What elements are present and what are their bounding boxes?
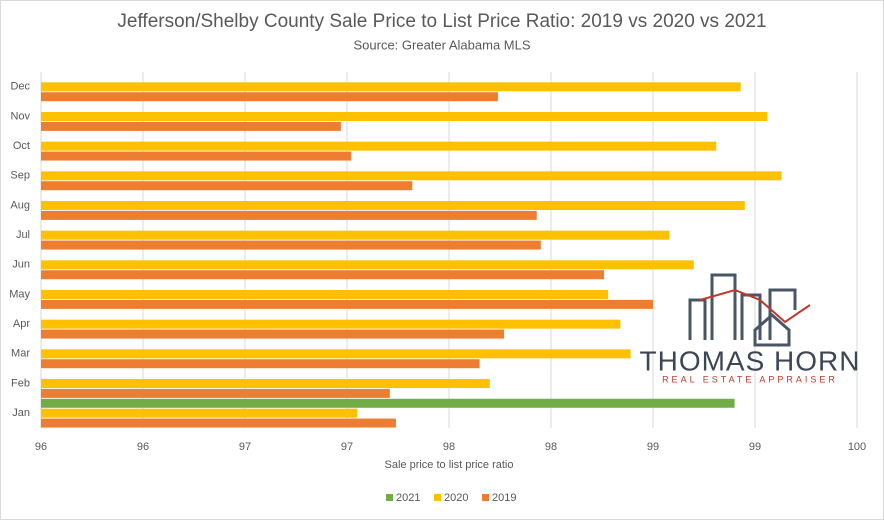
logo-house <box>753 312 791 347</box>
bar <box>41 240 541 250</box>
x-tick-label: 96 <box>35 441 47 453</box>
bar <box>41 260 694 270</box>
y-tick-label: Jan <box>12 407 30 419</box>
bar <box>41 82 741 92</box>
y-tick-label: Mar <box>11 348 30 360</box>
x-tick-label: 97 <box>239 441 251 453</box>
bar <box>41 270 605 280</box>
bar <box>41 329 505 339</box>
bar <box>41 379 490 388</box>
bar <box>41 408 358 418</box>
bar <box>41 418 396 428</box>
chart-subtitle: Source: Greater Alabama MLS <box>353 37 530 52</box>
bar <box>41 398 735 408</box>
x-tick-label: 96 <box>137 441 149 453</box>
x-tick-label: 98 <box>545 441 557 453</box>
legend-swatch <box>386 494 393 501</box>
x-tick-label: 99 <box>647 441 659 453</box>
y-tick-label: Oct <box>13 140 30 152</box>
logo-tagline: REAL ESTATE APPRAISER <box>662 374 838 384</box>
logo <box>688 273 811 347</box>
bar <box>41 210 537 220</box>
logo-arrow <box>699 288 811 324</box>
legend-swatch <box>434 494 441 501</box>
y-tick-label: Feb <box>11 377 30 389</box>
bar <box>41 349 631 359</box>
y-tick-label: Sep <box>10 170 30 182</box>
bar <box>41 319 621 329</box>
y-tick-label: May <box>9 288 30 300</box>
bar <box>41 151 352 161</box>
bar <box>41 141 717 151</box>
bar <box>41 181 413 191</box>
y-tick-label: Aug <box>10 199 30 211</box>
legend-label: 2019 <box>492 492 516 504</box>
bar <box>41 299 653 309</box>
legend-label: 2021 <box>396 492 420 504</box>
bar <box>41 201 745 210</box>
x-axis-title: Sale price to list price ratio <box>385 459 514 471</box>
x-tick-label: 99 <box>749 441 761 453</box>
bar <box>41 92 498 102</box>
logo-buildings <box>688 273 797 340</box>
x-tick-label: 97 <box>341 441 353 453</box>
y-tick-label: Nov <box>10 110 30 122</box>
y-tick-label: Jul <box>16 229 30 241</box>
legend-label: 2020 <box>444 492 468 504</box>
bar <box>41 290 609 299</box>
bar <box>41 121 341 131</box>
bar <box>41 359 480 369</box>
x-tick-label: 100 <box>848 441 866 453</box>
y-tick-label: Jun <box>12 259 30 271</box>
bar <box>41 230 670 240</box>
bar <box>41 388 390 398</box>
y-tick-label: Dec <box>10 81 30 93</box>
bar <box>41 171 782 181</box>
legend-swatch <box>482 494 489 501</box>
x-tick-label: 98 <box>443 441 455 453</box>
chart-title: Jefferson/Shelby County Sale Price to Li… <box>117 11 766 32</box>
y-tick-label: Apr <box>13 318 30 330</box>
logo-name: THOMAS HORN <box>640 345 861 376</box>
bar <box>41 112 768 121</box>
